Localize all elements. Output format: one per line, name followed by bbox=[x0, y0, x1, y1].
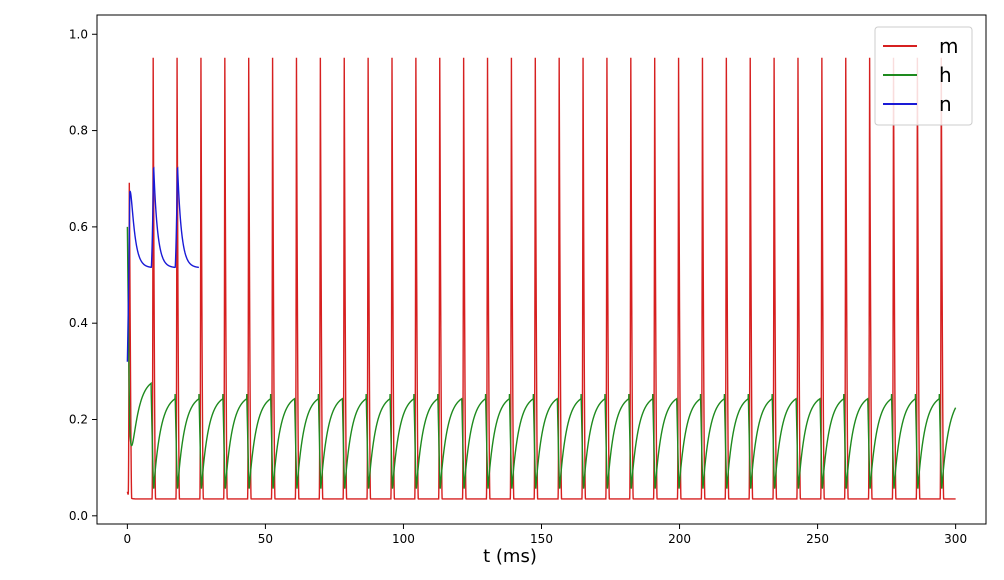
series-line-m bbox=[126, 57, 956, 500]
series-line-h bbox=[126, 226, 957, 489]
y-tick-label: 0.0 bbox=[69, 509, 88, 523]
x-axis-label: t (ms) bbox=[483, 546, 537, 567]
legend-label-h: h bbox=[939, 63, 952, 87]
x-tick-label: 150 bbox=[530, 532, 553, 546]
x-tick-label: 100 bbox=[392, 532, 415, 546]
y-tick-label: 0.8 bbox=[69, 124, 88, 138]
legend-label-n: n bbox=[939, 92, 952, 116]
legend: mhn bbox=[874, 26, 973, 126]
x-tick-label: 300 bbox=[944, 532, 967, 546]
y-tick-label: 0.2 bbox=[69, 413, 88, 427]
x-tick-label: 50 bbox=[258, 532, 273, 546]
legend-label-m: m bbox=[939, 34, 958, 58]
series-group bbox=[126, 57, 957, 500]
y-axis: 0.0 0.2 0.4 0.6 0.8 1.0 bbox=[69, 27, 97, 523]
x-axis: 0 50 100 150 200 250 300 bbox=[124, 524, 967, 546]
y-tick-label: 1.0 bbox=[69, 27, 88, 41]
x-tick-label: 200 bbox=[668, 532, 691, 546]
x-tick-label: 0 bbox=[124, 532, 132, 546]
x-tick-label: 250 bbox=[806, 532, 829, 546]
y-tick-label: 0.4 bbox=[69, 316, 88, 330]
series-line-n bbox=[126, 166, 199, 362]
y-tick-label: 0.6 bbox=[69, 220, 88, 234]
plot-area bbox=[96, 14, 987, 525]
legend-box bbox=[874, 26, 973, 126]
